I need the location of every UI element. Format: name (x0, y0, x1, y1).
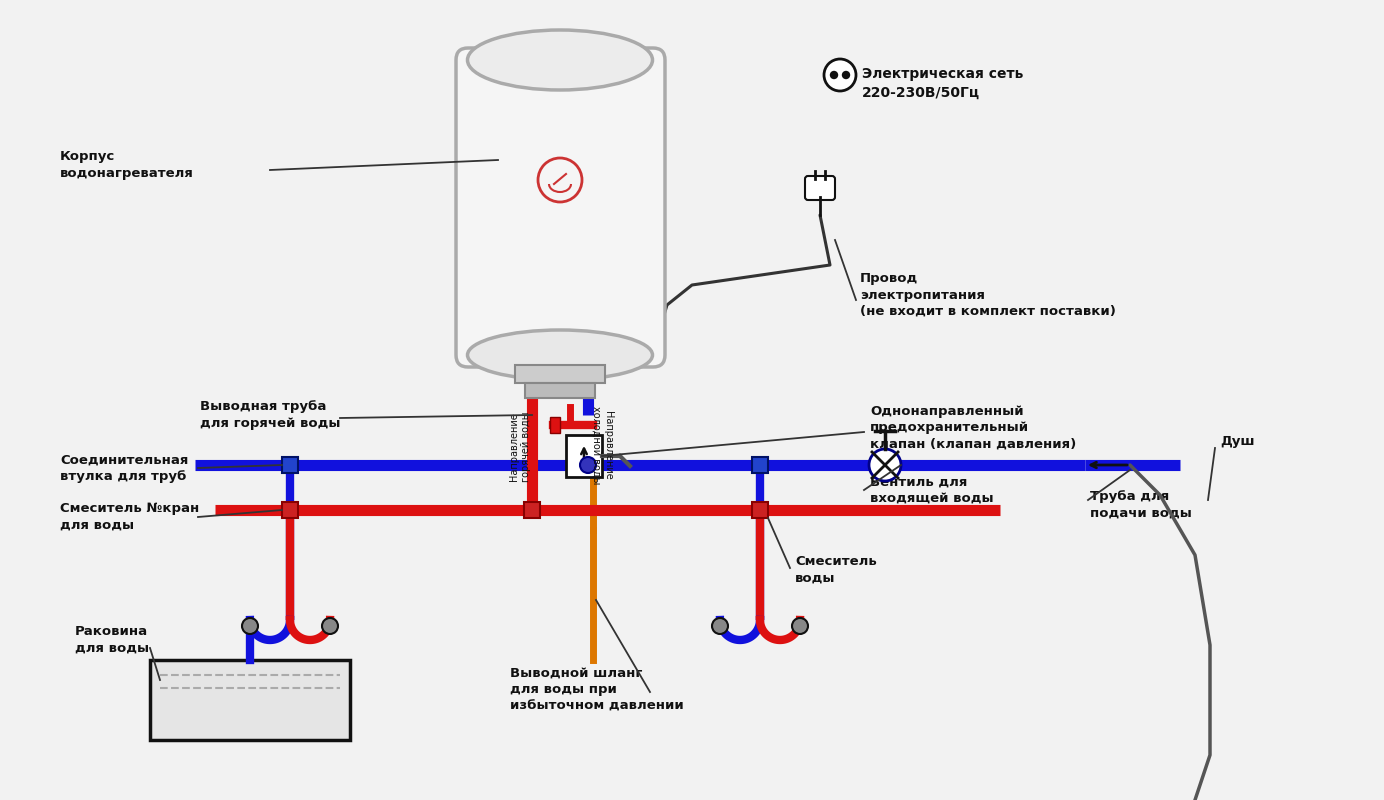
Text: Направление
горячей воды: Направление горячей воды (509, 412, 531, 482)
Bar (525, 383, 595, 398)
Bar (752, 502, 768, 518)
Text: Провод
электропитания
(не входит в комплект поставки): Провод электропитания (не входит в компл… (859, 272, 1116, 318)
FancyBboxPatch shape (805, 176, 835, 200)
Text: Смеситель №кран
для воды: Смеситель №кран для воды (60, 502, 199, 532)
Circle shape (242, 618, 257, 634)
Circle shape (322, 618, 338, 634)
Circle shape (843, 71, 850, 78)
Text: Направление
холодной воды: Направление холодной воды (591, 406, 613, 484)
Text: Выводная труба
для горячей воды: Выводная труба для горячей воды (201, 400, 340, 430)
Circle shape (830, 71, 837, 78)
Bar (149, 660, 350, 740)
Text: Раковина
для воды: Раковина для воды (75, 626, 149, 654)
Circle shape (792, 618, 808, 634)
Circle shape (711, 618, 728, 634)
Text: Корпус
водонагревателя: Корпус водонагревателя (60, 150, 194, 180)
Text: Соединительная
втулка для труб: Соединительная втулка для труб (60, 454, 188, 482)
Circle shape (823, 59, 855, 91)
Bar (282, 457, 298, 473)
Text: Душ: Душ (1221, 435, 1255, 449)
Bar (282, 502, 298, 518)
Text: Электрическая сеть
220-230В/50Гц: Электрическая сеть 220-230В/50Гц (862, 67, 1023, 99)
Text: Труба для
подачи воды: Труба для подачи воды (1091, 490, 1192, 520)
Circle shape (869, 449, 901, 481)
Text: Вентиль для
входящей воды: Вентиль для входящей воды (871, 475, 994, 505)
Text: Однонаправленный
предохранительный
клапан (клапан давления): Однонаправленный предохранительный клапа… (871, 405, 1077, 451)
Text: Выводной шланг
для воды при
избыточном давлении: Выводной шланг для воды при избыточном д… (509, 667, 684, 713)
Bar (549, 417, 561, 433)
Bar (752, 457, 768, 473)
Circle shape (538, 158, 583, 202)
Ellipse shape (468, 330, 652, 380)
Circle shape (580, 457, 597, 473)
Bar (525, 502, 540, 518)
Bar (515, 365, 605, 383)
FancyBboxPatch shape (455, 48, 664, 367)
Bar (566, 435, 602, 477)
Text: Смеситель
воды: Смеситель воды (794, 555, 876, 585)
Ellipse shape (468, 30, 652, 90)
